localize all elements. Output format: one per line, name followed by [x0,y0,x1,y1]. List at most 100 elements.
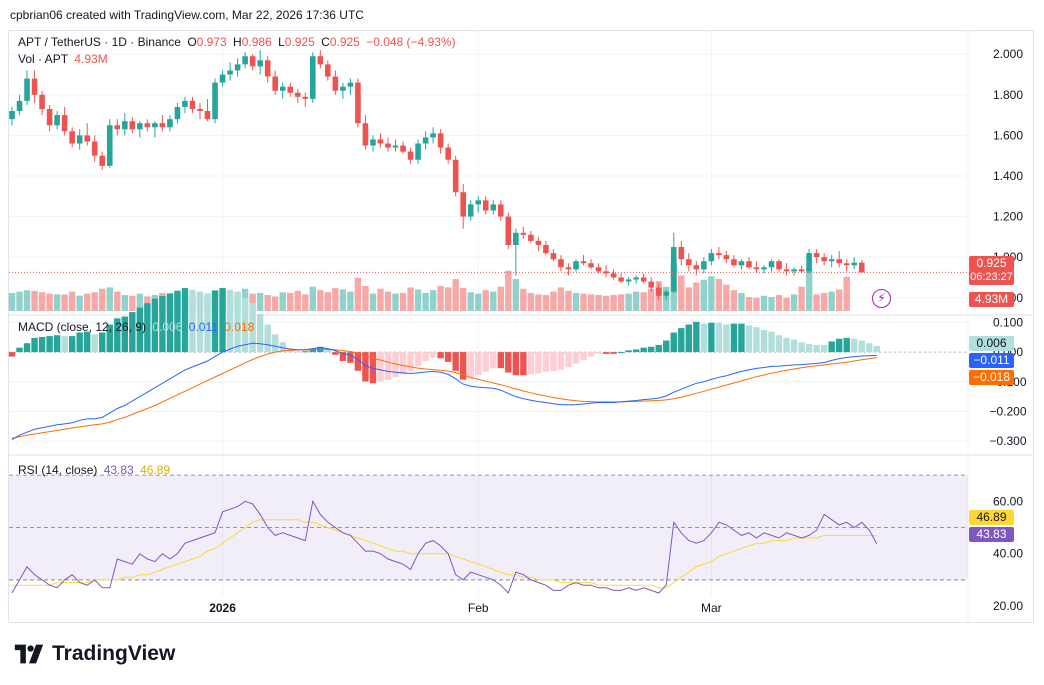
volume-bar [460,288,467,311]
volume-bar [828,291,835,311]
candle-body [317,56,324,65]
volume-bar [332,288,339,311]
macd-histogram-bar [399,352,407,375]
volume-bar [444,287,452,311]
macd-histogram-bar [166,293,174,353]
macd-tick-label: 0.100 [993,315,1023,329]
candle-body [445,147,451,160]
volume-bar [317,290,324,311]
candle-body [467,204,474,217]
macd-histogram-bar [422,352,429,362]
volume-bar [790,294,798,311]
macd-histogram-bar [136,307,144,353]
macd-histogram-bar [377,352,384,382]
price-legend: APT / TetherUS · 1D · Binance O0.973 H0.… [18,35,459,49]
macd-histogram-bar [655,344,662,353]
volume-bar [490,291,497,311]
macd-histogram-bar [753,327,760,353]
macd-histogram-bar [211,290,219,353]
macd-histogram-bar [685,324,692,353]
macd-histogram-bar [460,352,467,380]
macd-histogram-bar [497,352,504,369]
macd-histogram-bar [783,337,790,353]
candle-body [625,279,632,282]
lightning-icon[interactable]: ⚡ [872,289,891,308]
volume-bar [693,282,700,311]
tradingview-logo[interactable]: TradingView [12,642,175,666]
macd-histogram-bar [475,352,482,376]
volume-bar [422,292,429,311]
volume-label[interactable]: Vol · APT [18,52,69,66]
macd-label[interactable]: MACD (close, 12, 26, 9) [18,320,147,334]
macd-histogram-bar [858,340,865,353]
macd-histogram-bar [836,338,843,353]
rsi-tick-label: 60.00 [993,494,1023,508]
volume-bar [256,292,264,311]
volume-bar [820,292,828,311]
change-value: −0.048 (−4.93%) [366,35,456,49]
macd-histogram-bar [617,352,625,354]
candle-body [204,111,211,120]
candle-body [174,106,181,120]
macd-histogram-bar [302,351,309,353]
macd-histogram-bar [670,332,677,353]
candle-body [362,123,369,146]
macd-histogram-bar [256,313,264,353]
volume-bar [106,287,113,311]
open-value: 0.973 [196,35,227,49]
volume-tag: 4.93M [969,292,1014,307]
rsi-tick-label: 20.00 [993,599,1023,613]
volume-bar [783,297,790,311]
candle-body [422,137,429,144]
candle-body [355,82,361,124]
volume-bar [798,286,805,311]
volume-bar [723,284,730,311]
macd-histogram-bar [68,336,76,353]
price-tick-label: 1.400 [993,169,1023,183]
candle-body [219,74,226,83]
price-tick-label: 1.200 [993,210,1023,224]
candle-body [663,291,670,296]
macd-histogram-bar [572,352,580,364]
candle-body [716,253,722,256]
candle-body [858,262,865,273]
candle-body [257,60,263,67]
volume-bar [377,288,384,311]
macd-histogram-bar [99,332,106,353]
rsi-label[interactable]: RSI (14, close) [18,463,98,477]
countdown-tag: 06:23:27 [969,270,1014,285]
volume-bar [527,292,535,311]
macd-histogram-bar [309,348,316,353]
candle-body [159,123,166,128]
candle-body [686,259,692,266]
macd-histogram-bar [114,318,121,353]
candle-body [167,119,173,128]
close-value: 0.925 [329,35,360,49]
macd-histogram-bar [565,352,572,368]
candle-body [310,56,316,99]
candle-body [302,96,309,99]
candle-body [99,155,106,166]
macd-histogram-bar [768,331,775,353]
symbol-label[interactable]: APT / TetherUS · 1D · Binance [18,35,181,49]
volume-bar [745,297,753,311]
candle-body [249,56,256,67]
volume-value: 4.93M [74,52,108,66]
volume-bar [121,295,128,311]
macd-histogram-bar [602,352,610,354]
macd-signal-value: 0.018 [224,320,255,334]
macd-histogram-bar [8,352,16,357]
brand-name: TradingView [52,642,176,665]
candle-body [723,255,730,260]
candle-body [287,86,294,93]
volume-bar [602,295,610,311]
volume-bar [362,286,369,311]
macd-histogram-bar [294,351,301,353]
chart-frame[interactable] [8,30,1034,623]
high-label: H [233,35,242,49]
volume-bar [264,295,271,311]
volume-bars [8,263,850,311]
macd-histogram-bar [53,335,61,353]
volume-bar [38,292,46,311]
